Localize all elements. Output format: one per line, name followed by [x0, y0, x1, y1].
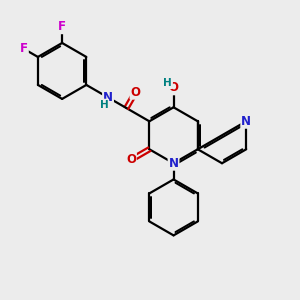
Text: F: F — [58, 20, 66, 33]
Text: N: N — [241, 115, 251, 128]
Text: H: H — [164, 78, 172, 88]
Text: H: H — [100, 100, 108, 110]
Text: O: O — [130, 86, 140, 99]
Text: O: O — [169, 81, 178, 94]
Text: N: N — [169, 157, 178, 170]
Text: N: N — [103, 91, 113, 104]
Text: O: O — [126, 153, 136, 167]
Text: F: F — [20, 42, 28, 56]
